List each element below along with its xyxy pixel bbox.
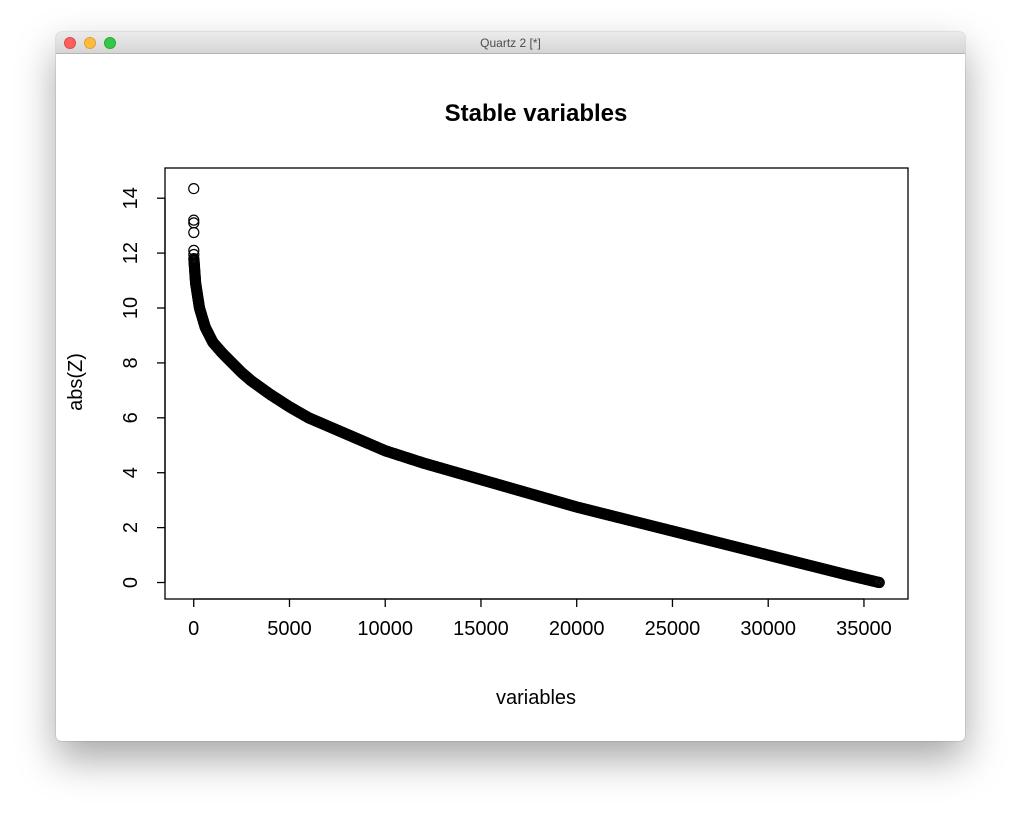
- x-tick-label: 35000: [836, 618, 892, 640]
- plot-window: Quartz 2 [*] Stable variables variables …: [56, 32, 965, 741]
- zoom-window-button[interactable]: [104, 37, 116, 49]
- plot-area: Stable variables variables abs(Z) 0 5000 1…: [56, 54, 965, 741]
- minimize-window-button[interactable]: [84, 37, 96, 49]
- scatter-chart: Stable variables variables abs(Z) 0 5000 1…: [65, 100, 909, 709]
- y-tick-label: 6: [120, 412, 142, 423]
- y-tick-label: 0: [120, 577, 142, 588]
- x-axis: 0 5000 10000 15000 20000 25000 30000 35000: [188, 598, 892, 640]
- y-axis: 0 2 4 6 8 10 12 14: [120, 187, 166, 588]
- x-tick-label: 0: [188, 618, 199, 640]
- data-point: [873, 576, 885, 589]
- y-tick-label: 10: [120, 297, 142, 319]
- data-point: [188, 182, 200, 195]
- x-tick-label: 20000: [549, 618, 605, 640]
- data-point: [188, 226, 200, 239]
- x-axis-label: variables: [496, 687, 576, 709]
- data-point: [188, 214, 200, 226]
- window-title: Quartz 2 [*]: [480, 36, 541, 50]
- y-axis-label: abs(Z): [65, 353, 87, 411]
- data-points: [188, 182, 885, 589]
- y-tick-label: 2: [120, 522, 142, 533]
- x-tick-label: 5000: [267, 618, 312, 640]
- x-tick-label: 15000: [453, 618, 509, 640]
- x-tick-label: 10000: [357, 618, 413, 640]
- plot-frame: [164, 167, 909, 600]
- y-tick-label: 12: [120, 242, 142, 264]
- window-titlebar[interactable]: Quartz 2 [*]: [56, 32, 965, 54]
- y-tick-label: 14: [120, 187, 142, 209]
- close-window-button[interactable]: [64, 37, 76, 49]
- y-tick-label: 8: [120, 357, 142, 368]
- x-tick-label: 30000: [740, 618, 796, 640]
- x-tick-label: 25000: [645, 618, 701, 640]
- y-tick-label: 4: [120, 467, 142, 478]
- chart-title: Stable variables: [445, 100, 628, 127]
